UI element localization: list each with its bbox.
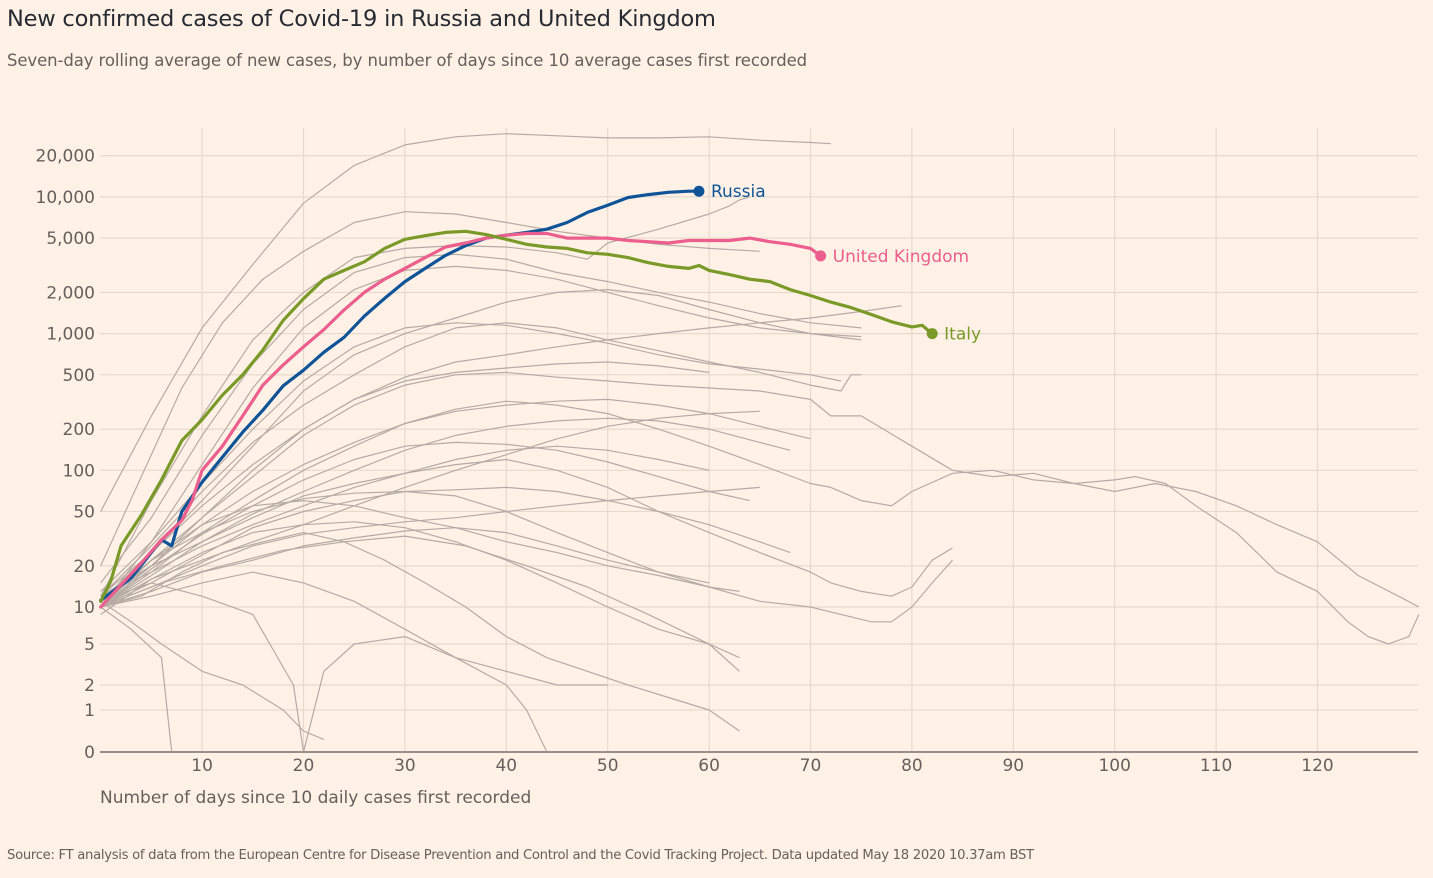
context-series-line	[100, 535, 740, 672]
context-series-line	[100, 571, 548, 753]
x-tick-label: 120	[1301, 756, 1333, 776]
x-tick-label: 20	[293, 756, 315, 776]
x-axis-label: Number of days since 10 daily cases firs…	[100, 788, 531, 808]
context-series-line	[100, 361, 710, 597]
grid-lines	[100, 128, 1418, 752]
y-axis-ticks: 20,00010,0005,0002,0001,0005002001005020…	[36, 147, 105, 763]
x-tick-label: 10	[191, 756, 213, 776]
y-tick-label: 5	[84, 635, 95, 655]
context-series-line	[100, 322, 862, 597]
x-tick-label: 90	[1002, 756, 1024, 776]
y-tick-label: 20,000	[36, 147, 95, 167]
y-tick-label: 2,000	[46, 283, 95, 303]
context-series-line	[100, 265, 862, 608]
x-tick-label: 50	[597, 756, 619, 776]
x-tick-label: 30	[394, 756, 416, 776]
series-united-kingdom: United Kingdom	[99, 231, 969, 609]
x-tick-label: 100	[1098, 756, 1130, 776]
context-series-line	[100, 289, 862, 602]
y-tick-label: 20	[73, 557, 95, 577]
context-series-line	[100, 417, 791, 608]
series-end-marker	[926, 328, 938, 340]
context-series-line	[100, 490, 953, 623]
series-label: Russia	[711, 182, 766, 202]
context-series-line	[100, 500, 740, 608]
series-label: Italy	[944, 325, 981, 345]
context-series-line	[100, 445, 710, 597]
chart-title: New confirmed cases of Covid-19 in Russi…	[7, 6, 716, 32]
highlighted-series-group: Russia United Kingdom Italy	[99, 182, 981, 609]
context-series-line	[100, 606, 173, 753]
x-tick-label: 110	[1200, 756, 1232, 776]
y-tick-label: 1,000	[46, 325, 95, 345]
context-series-line	[100, 400, 1420, 645]
context-series-line	[100, 305, 902, 608]
x-axis-ticks: 10 20 30 40 50 60 70 80 90 100 110 120	[191, 756, 1333, 776]
context-series-line	[100, 600, 325, 740]
y-tick-label: 200	[63, 420, 95, 440]
y-tick-label: 500	[63, 366, 95, 386]
y-tick-label: 2	[84, 676, 95, 696]
series-label: United Kingdom	[833, 247, 969, 267]
context-series-line	[100, 582, 608, 753]
y-tick-label: 1	[84, 701, 95, 721]
series-italy: Italy	[99, 229, 981, 603]
context-series-line	[100, 133, 831, 512]
context-series-line	[100, 398, 811, 608]
context-series-line	[100, 532, 740, 732]
context-series-line	[100, 322, 842, 592]
context-series-line	[100, 196, 750, 597]
context-series-line	[100, 486, 760, 608]
series-russia: Russia	[99, 182, 766, 602]
series-line-italy	[99, 229, 934, 603]
chart-subtitle: Seven-day rolling average of new cases, …	[7, 51, 807, 70]
y-tick-label: 5,000	[46, 229, 95, 249]
context-series-line	[100, 441, 750, 608]
series-line-united-kingdom	[99, 231, 823, 609]
x-tick-label: 80	[901, 756, 923, 776]
x-tick-label: 40	[495, 756, 517, 776]
context-series-group	[100, 133, 1420, 753]
y-tick-label: 100	[63, 461, 95, 481]
context-series-line	[100, 253, 862, 584]
y-tick-label: 10,000	[36, 188, 95, 208]
context-series-line	[100, 410, 760, 608]
series-end-marker	[693, 185, 705, 197]
x-tick-label: 60	[698, 756, 720, 776]
x-tick-label: 70	[800, 756, 822, 776]
series-line-russia	[99, 189, 701, 602]
context-series-line	[100, 458, 953, 597]
context-series-line	[100, 371, 1420, 608]
series-end-marker	[815, 250, 827, 262]
y-tick-label: 50	[73, 502, 95, 522]
context-series-line	[100, 521, 740, 659]
y-tick-label: 0	[84, 743, 95, 763]
y-tick-label: 10	[73, 598, 95, 618]
context-series-line	[100, 486, 791, 602]
source-note: Source: FT analysis of data from the Eur…	[7, 848, 1034, 863]
